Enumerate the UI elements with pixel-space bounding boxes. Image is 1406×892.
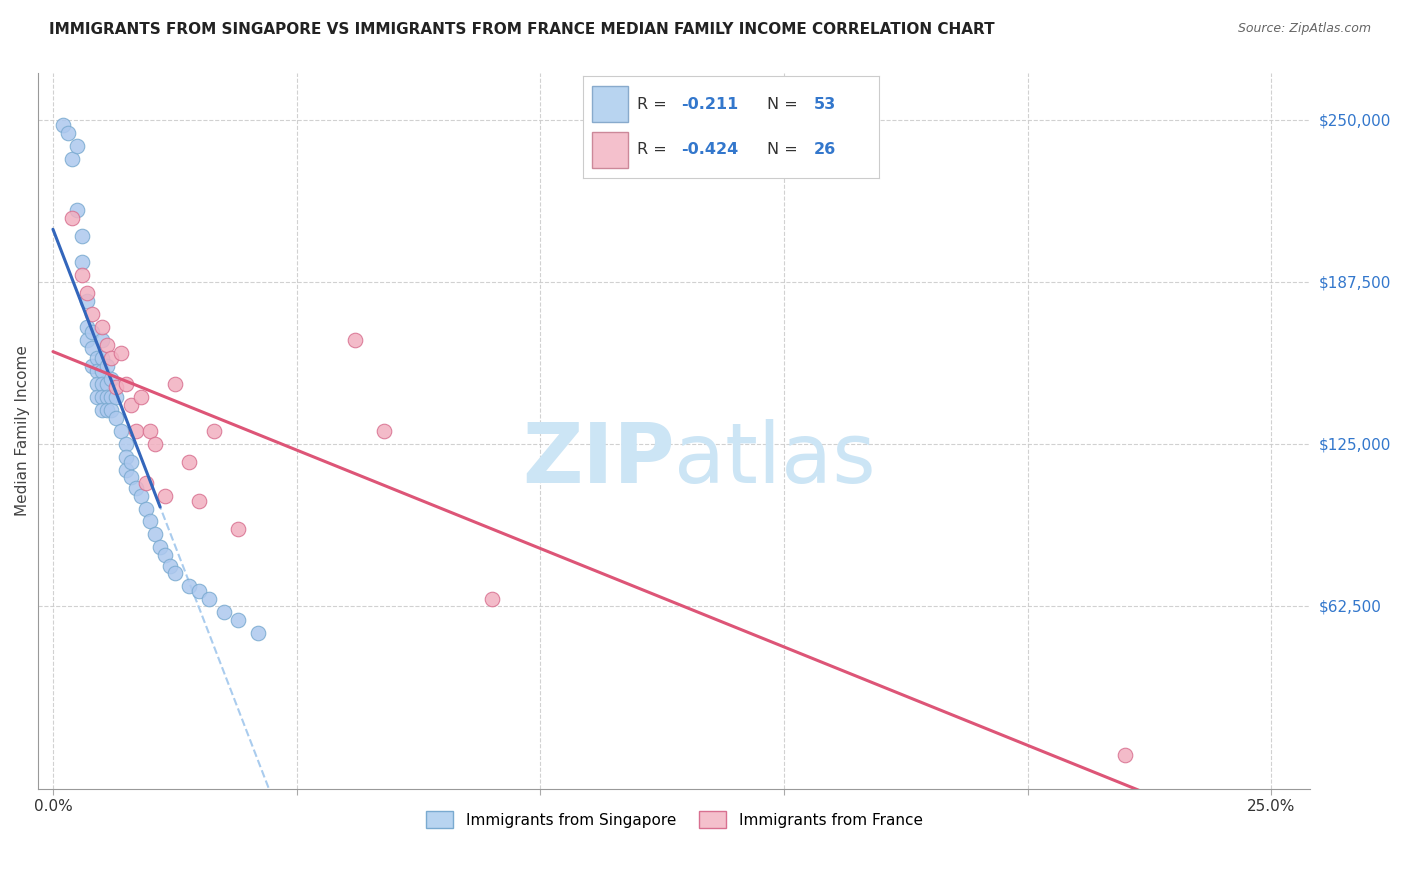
Point — [115, 450, 138, 464]
Point — [1114, 747, 1136, 762]
Text: N =: N = — [766, 142, 803, 157]
Point — [90, 364, 112, 378]
Point — [159, 558, 181, 573]
Point — [163, 377, 186, 392]
Point — [62, 152, 84, 166]
Text: ZIP: ZIP — [522, 419, 675, 500]
Point — [139, 515, 162, 529]
Point — [188, 584, 211, 599]
Point — [76, 286, 98, 301]
Point — [90, 333, 112, 347]
Point — [90, 351, 112, 366]
Text: -0.211: -0.211 — [681, 97, 738, 112]
Point — [76, 294, 98, 309]
Point — [149, 541, 172, 555]
Point — [90, 390, 112, 404]
Point — [246, 626, 269, 640]
Point — [153, 548, 176, 562]
Point — [143, 436, 166, 450]
Point — [80, 359, 103, 373]
Point — [105, 410, 128, 425]
Point — [120, 470, 142, 484]
Point — [100, 351, 122, 366]
Point — [153, 489, 176, 503]
Point — [86, 390, 108, 404]
Point — [125, 481, 148, 495]
Text: IMMIGRANTS FROM SINGAPORE VS IMMIGRANTS FROM FRANCE MEDIAN FAMILY INCOME CORRELA: IMMIGRANTS FROM SINGAPORE VS IMMIGRANTS … — [49, 22, 995, 37]
Point — [90, 377, 112, 392]
Point — [115, 463, 138, 477]
Point — [115, 436, 138, 450]
Point — [125, 424, 148, 438]
Point — [135, 501, 157, 516]
Point — [70, 255, 93, 269]
Point — [100, 372, 122, 386]
Point — [226, 522, 249, 536]
Point — [344, 333, 367, 347]
Point — [115, 377, 138, 392]
Point — [86, 351, 108, 366]
Point — [100, 390, 122, 404]
Point — [96, 403, 118, 417]
Point — [96, 377, 118, 392]
Text: R =: R = — [637, 97, 672, 112]
Bar — [592, 87, 627, 122]
Point — [66, 138, 89, 153]
Point — [110, 424, 132, 438]
Point — [100, 403, 122, 417]
Point — [212, 605, 235, 619]
Point — [135, 475, 157, 490]
Point — [80, 307, 103, 321]
Point — [143, 527, 166, 541]
Bar — [592, 132, 627, 168]
Point — [70, 268, 93, 283]
Point — [90, 403, 112, 417]
Point — [120, 398, 142, 412]
Point — [66, 203, 89, 218]
Point — [62, 211, 84, 226]
Point — [120, 455, 142, 469]
Legend: Immigrants from Singapore, Immigrants from France: Immigrants from Singapore, Immigrants fr… — [420, 805, 929, 835]
Point — [198, 592, 221, 607]
Point — [96, 390, 118, 404]
Point — [52, 118, 75, 132]
Text: -0.424: -0.424 — [681, 142, 738, 157]
Point — [129, 489, 152, 503]
Point — [481, 592, 503, 607]
Point — [80, 325, 103, 339]
Text: 53: 53 — [814, 97, 837, 112]
Point — [105, 379, 128, 393]
Point — [129, 390, 152, 404]
Point — [188, 493, 211, 508]
Point — [80, 341, 103, 355]
Point — [86, 377, 108, 392]
Point — [76, 320, 98, 334]
Point — [96, 338, 118, 352]
Point — [179, 455, 201, 469]
Point — [110, 346, 132, 360]
Point — [76, 333, 98, 347]
Point — [179, 579, 201, 593]
Text: 26: 26 — [814, 142, 837, 157]
Point — [90, 320, 112, 334]
Point — [96, 359, 118, 373]
Y-axis label: Median Family Income: Median Family Income — [15, 345, 30, 516]
Text: atlas: atlas — [675, 419, 876, 500]
Point — [70, 229, 93, 244]
Point — [163, 566, 186, 581]
Text: R =: R = — [637, 142, 672, 157]
Point — [139, 424, 162, 438]
Point — [202, 424, 225, 438]
Text: N =: N = — [766, 97, 803, 112]
Point — [56, 126, 79, 140]
Point — [226, 613, 249, 627]
Point — [86, 364, 108, 378]
Text: Source: ZipAtlas.com: Source: ZipAtlas.com — [1237, 22, 1371, 36]
Point — [105, 390, 128, 404]
Point — [373, 424, 395, 438]
